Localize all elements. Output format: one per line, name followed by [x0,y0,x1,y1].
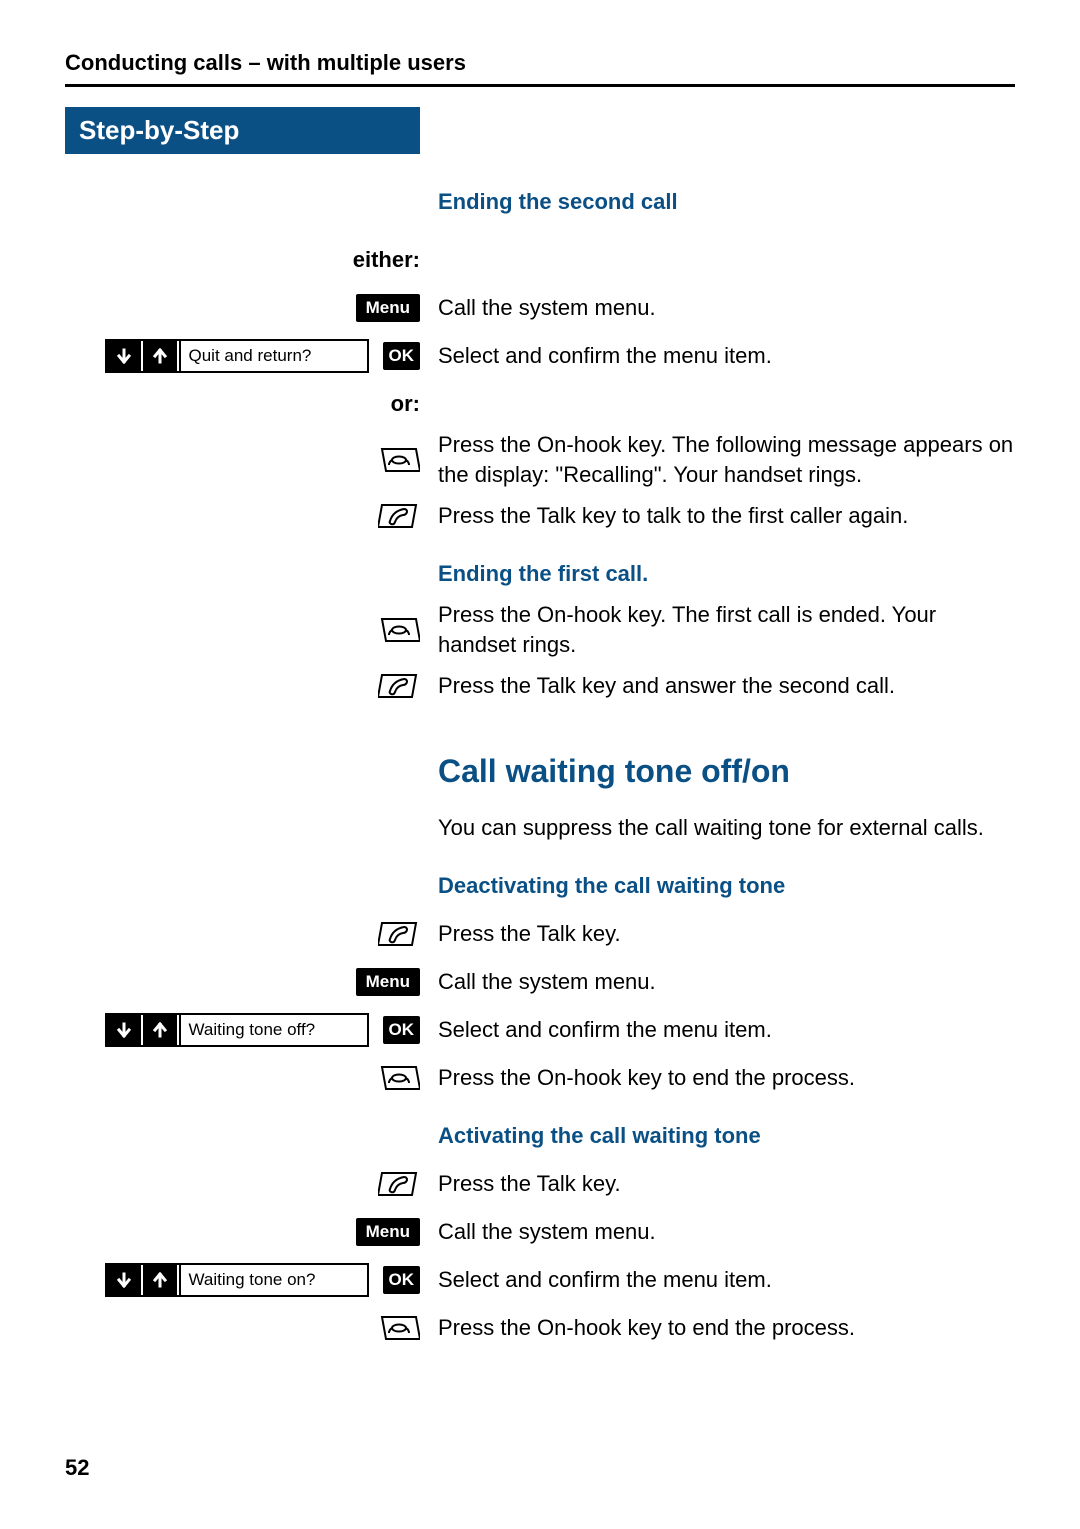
columns: Step-by-Step [65,107,1015,154]
page-number: 52 [65,1455,89,1481]
nav-quit-return: Quit and return? [105,339,369,373]
text-select-confirm-3: Select and confirm the menu item. [420,1265,1015,1295]
nav-waiting-off: Waiting tone off? [105,1013,369,1047]
text-talk-answer-second: Press the Talk key and answer the second… [420,671,1015,701]
menu-badge: Menu [356,294,420,322]
arrow-up-icon [143,1265,179,1295]
text-select-confirm-2: Select and confirm the menu item. [420,1015,1015,1045]
header-rule [65,84,1015,87]
text-call-system-menu-1: Call the system menu. [420,293,1015,323]
arrow-down-icon [107,341,143,371]
arrow-up-icon [143,1015,179,1045]
onhook-key-icon [378,445,420,475]
heading-call-waiting: Call waiting tone off/on [420,750,1015,793]
subhead-deactivating: Deactivating the call waiting tone [420,871,1015,901]
text-press-talk-2: Press the Talk key. [420,1169,1015,1199]
onhook-key-icon [378,1063,420,1093]
text-onhook-recalling: Press the On-hook key. The following mes… [420,430,1015,489]
ok-badge: OK [383,1266,421,1294]
text-select-confirm-1: Select and confirm the menu item. [420,341,1015,371]
text-onhook-end-2: Press the On-hook key to end the process… [420,1313,1015,1343]
nav-label-waiting-off: Waiting tone off? [179,1015,367,1045]
talk-key-icon [378,919,420,949]
nav-waiting-on: Waiting tone on? [105,1263,369,1297]
talk-key-icon [378,671,420,701]
step-header: Step-by-Step [65,107,420,154]
running-head: Conducting calls – with multiple users [65,50,1015,76]
right-column [420,107,1015,154]
label-either: either: [353,247,420,273]
text-call-system-menu-3: Call the system menu. [420,1217,1015,1247]
arrow-down-icon [107,1015,143,1045]
left-column: Step-by-Step [65,107,420,154]
menu-badge: Menu [356,1218,420,1246]
talk-key-icon [378,1169,420,1199]
text-onhook-first-ended: Press the On-hook key. The first call is… [420,600,1015,659]
page: Conducting calls – with multiple users S… [0,0,1080,1529]
talk-key-icon [378,501,420,531]
arrow-up-icon [143,341,179,371]
text-press-talk-1: Press the Talk key. [420,919,1015,949]
ok-badge: OK [383,342,421,370]
menu-badge: Menu [356,968,420,996]
label-or: or: [391,391,420,417]
text-talk-first-caller: Press the Talk key to talk to the first … [420,501,1015,531]
subhead-activating: Activating the call waiting tone [420,1121,1015,1151]
text-suppress-tone: You can suppress the call waiting tone f… [420,813,1015,843]
onhook-key-icon [378,1313,420,1343]
text-call-system-menu-2: Call the system menu. [420,967,1015,997]
nav-label-waiting-on: Waiting tone on? [179,1265,367,1295]
onhook-key-icon [378,615,420,645]
subhead-ending-first: Ending the first call. [420,559,1015,589]
text-onhook-end-1: Press the On-hook key to end the process… [420,1063,1015,1093]
arrow-down-icon [107,1265,143,1295]
nav-label-quit-return: Quit and return? [179,341,367,371]
subhead-ending-second: Ending the second call [420,187,1015,217]
ok-badge: OK [383,1016,421,1044]
